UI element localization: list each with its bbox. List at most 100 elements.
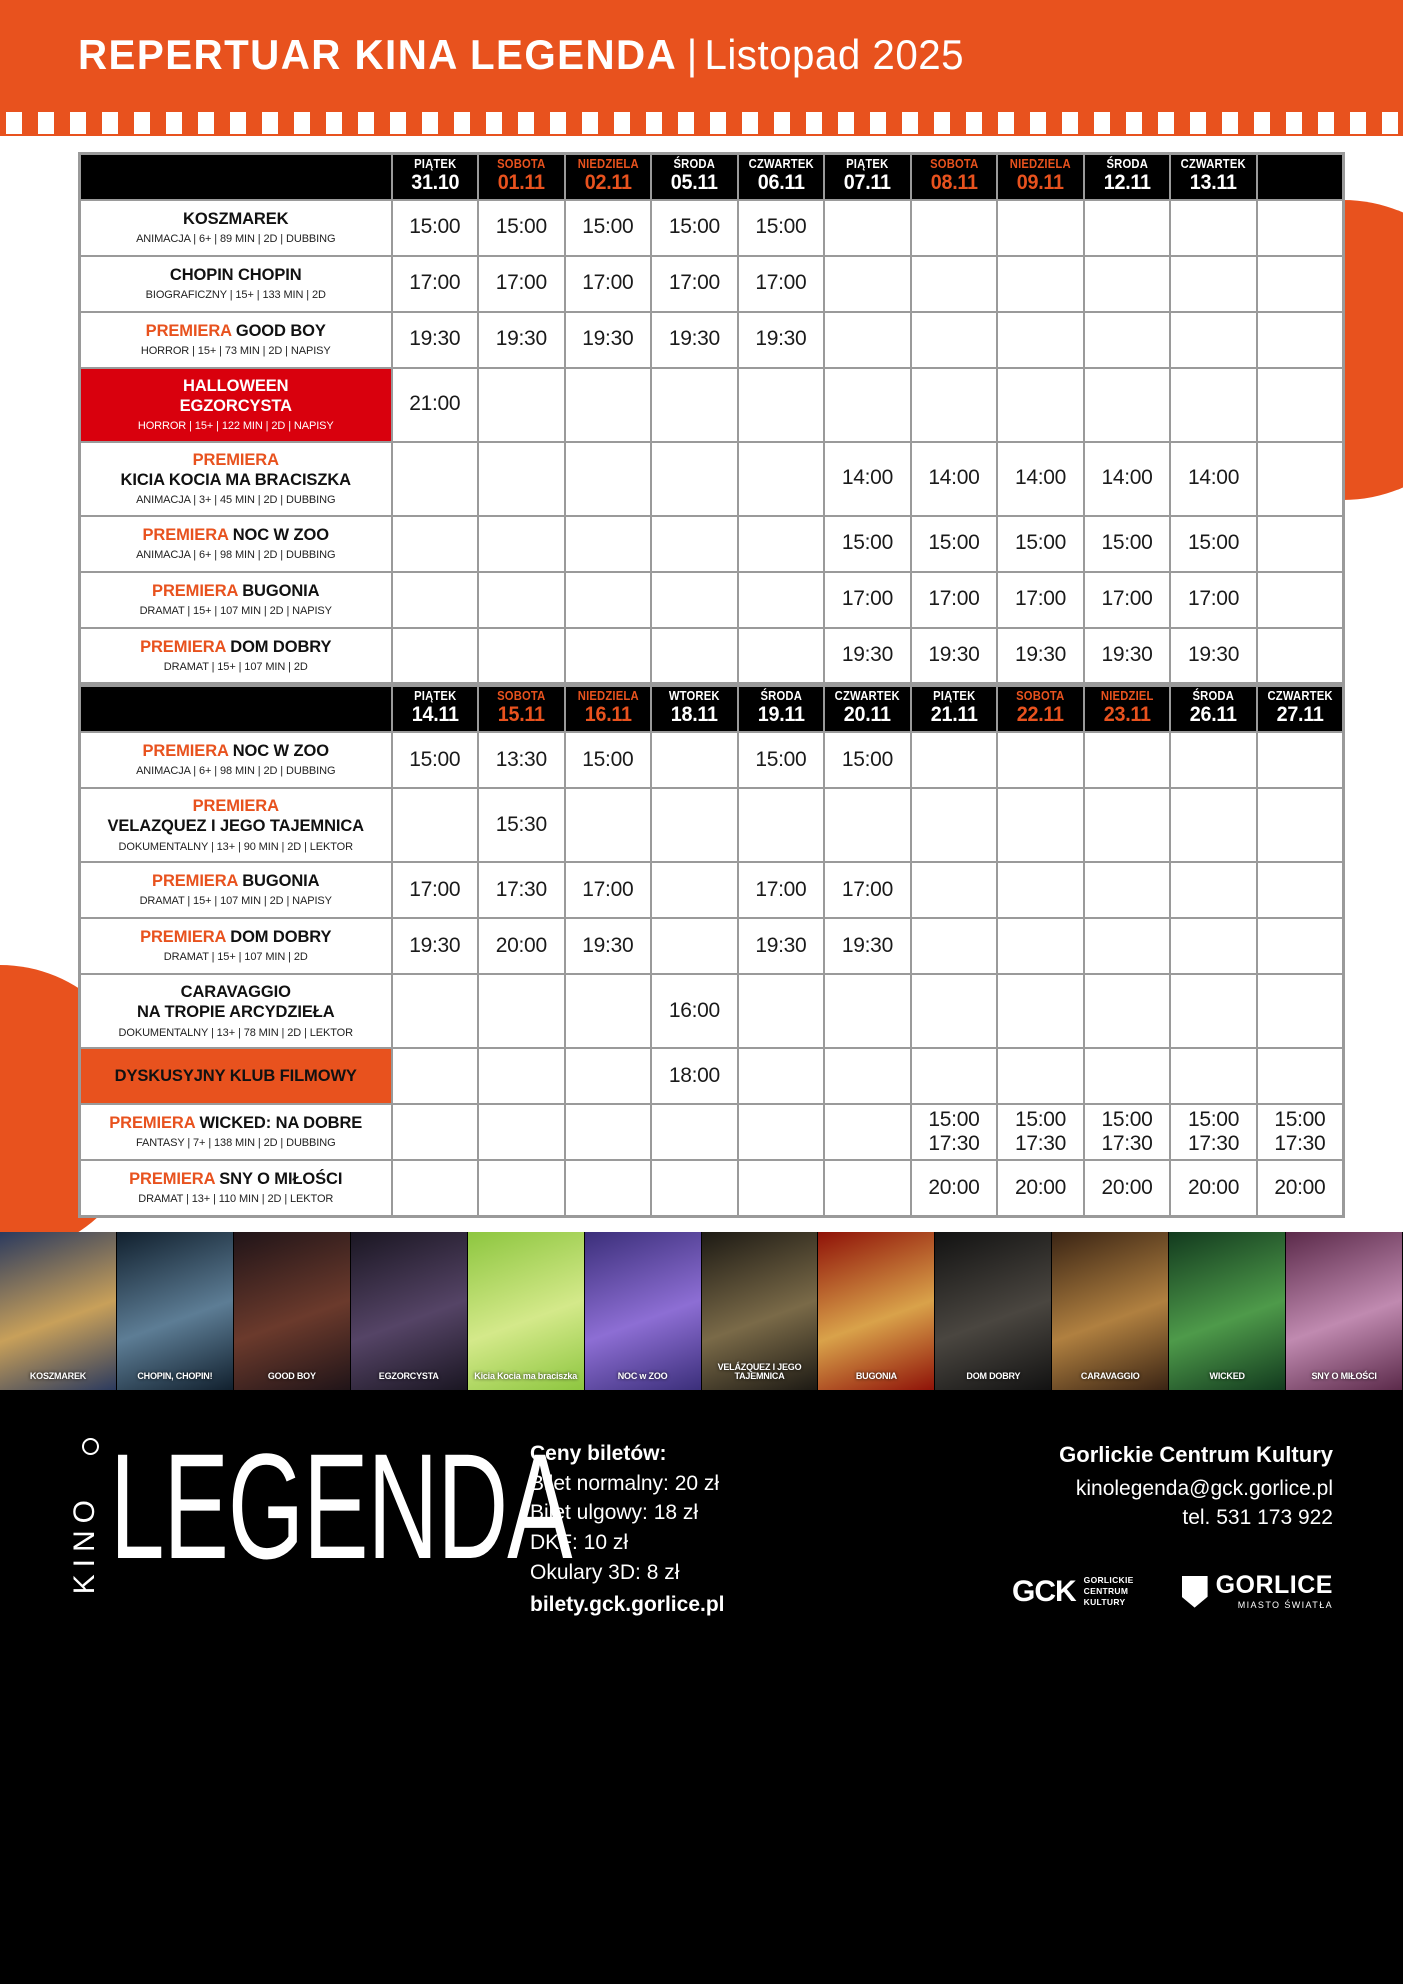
showtime-cell[interactable]: 19:30 [390,917,480,975]
showtime-cell[interactable]: 15:00 17:30 [909,1103,999,1161]
showtime-cell[interactable]: 15:00 [909,514,999,573]
gck-wordmark: GORLICKIE CENTRUM KULTURY [1084,1575,1134,1608]
contact-email[interactable]: kinolegenda@gck.gorlice.pl [1075,1476,1333,1500]
showtime-cell[interactable]: 19:30 [996,626,1085,685]
premiere-badge: PREMIERA [142,742,229,761]
showtime-cell[interactable]: 21:00 [390,366,480,443]
organization-name: Gorlickie Centrum Kultury [1059,1441,1333,1467]
showtime-cell[interactable]: 19:30 [477,310,566,369]
showtime-cell[interactable]: 15:00 [736,731,826,789]
showtime-cell[interactable]: 20:00 [996,1159,1085,1217]
showtime-cell[interactable]: 18:00 [650,1047,739,1105]
showtime-cell[interactable]: 19:30 [823,626,912,685]
showtime-cell[interactable]: 15:00 [650,198,739,257]
showtime-cell[interactable]: 19:30 [390,310,480,369]
showtime-cell[interactable]: 15:00 [1169,514,1258,573]
showtime-cell[interactable]: 15:00 [823,514,912,573]
showtime-cell[interactable]: 19:30 [650,310,739,369]
showtime-cell[interactable]: 15:00 17:30 [1255,1103,1345,1161]
showtime-cell [736,626,826,685]
showtime-cell[interactable]: 15:30 [477,787,566,863]
movie-title: PREMIERA VELAZQUEZ I JEGO TAJEMNICA [81,796,391,836]
date-header-cell: WTOREK 18.11 [650,685,739,733]
showtime-cell[interactable]: 19:30 [563,917,653,975]
showtime-cell[interactable]: 17:00 [823,570,912,629]
showtime: 14:00 [1014,466,1067,490]
showtime-cell[interactable]: 15:00 17:30 [996,1103,1085,1161]
showtime-cell [1169,366,1258,443]
tickets-url-link[interactable]: bilety.gck.gorlice.pl [530,1592,725,1616]
perforation-hole [1030,112,1046,134]
showtime-cell [1169,731,1258,789]
movie-title: PREMIERA SNY O MIŁOŚCI [81,1169,391,1189]
table-row: KOSZMAREK ANIMACJA | 6+ | 89 MIN | 2D | D… [78,198,1345,257]
date-header-cell: ŚRODA 12.11 [1082,152,1172,201]
showtime-cell [477,626,566,685]
showtime-cell[interactable]: 13:30 [477,731,566,789]
showtime-cell[interactable]: 14:00 [909,440,999,517]
showtime-cell [736,514,826,573]
movie-title-text: SNY O MIŁOŚCI [219,1170,343,1189]
showtime-cell[interactable]: 14:00 [996,440,1085,517]
showtime-cell[interactable]: 15:00 [1082,514,1172,573]
showtime-cell[interactable]: 17:00 [477,254,566,313]
showtime-cell[interactable]: 15:00 [996,514,1085,573]
showtime-cell[interactable]: 20:00 [1169,1159,1258,1217]
showtime-cell[interactable]: 17:00 [736,861,826,919]
showtime-cell[interactable]: 15:00 17:30 [1169,1103,1258,1161]
showtime: 13:30 [495,747,547,771]
showtime-cell[interactable]: 15:00 [477,198,566,257]
poster-title: VELÁZQUEZ I JEGO TAJEMNICA [717,1361,802,1382]
day-name: SOBOTA [929,156,979,171]
showtime-cell[interactable]: 17:00 [563,254,653,313]
showtime-cell[interactable]: 17:00 [390,254,480,313]
showtime-cell[interactable]: 17:00 [1169,570,1258,629]
showtime-cell[interactable]: 19:30 [1169,626,1258,685]
showtime-cell[interactable]: 17:00 [390,861,480,919]
header-month: Listopad 2025 [704,31,965,78]
movie-metadata: DOKUMENTALNY | 13+ | 90 MIN | 2D | LEKTO… [118,840,354,853]
showtime-cell [650,366,739,443]
showtime-cell[interactable]: 15:00 [563,198,653,257]
showtime-cell[interactable]: 19:30 [736,917,826,975]
showtime-cell[interactable]: 15:00 [736,198,826,257]
showtime-cell[interactable]: 19:30 [563,310,653,369]
showtime-cell[interactable]: 17:30 [477,861,566,919]
showtime-cell[interactable]: 15:00 [823,731,912,789]
showtime-cell[interactable]: 14:00 [1082,440,1172,517]
showtime-cell[interactable]: 15:00 [390,198,480,257]
showtime-cell[interactable]: 14:00 [823,440,912,517]
showtime-cell[interactable]: 19:30 [736,310,826,369]
poster-title: NOC w ZOO [617,1371,668,1382]
showtime-cell [1082,861,1172,919]
showtime-cell[interactable]: 17:00 [1082,570,1172,629]
showtime-cell[interactable]: 20:00 [1255,1159,1345,1217]
table-row: PREMIERA SNY O MIŁOŚCI DRAMAT | 13+ | 110… [78,1159,1345,1217]
showtime-cell [996,787,1085,863]
showtime-cell[interactable]: 17:00 [909,570,999,629]
showtime-cell[interactable]: 15:00 [390,731,480,789]
showtime-cell[interactable]: 17:00 [823,861,912,919]
showtime-cell[interactable]: 19:30 [1082,626,1172,685]
showtime-cell [1255,366,1345,443]
showtime-cell[interactable]: 17:00 [650,254,739,313]
showtime-cell[interactable]: 14:00 [1169,440,1258,517]
date-header-cell: SOBOTA 08.11 [909,152,999,201]
showtime: 17:30 [495,877,547,901]
schedule-area: PIĄTEK 31.10 SOBOTA 01.11 NIEDZIELA 02.11 ŚROD… [0,148,1403,1218]
showtime-cell[interactable]: 19:30 [823,917,912,975]
showtime-cell[interactable]: 20:00 [477,917,566,975]
day-name: CZWARTEK [834,689,901,704]
showtime-cell[interactable]: 15:00 17:30 [1082,1103,1172,1161]
showtime-cell[interactable]: 17:00 [563,861,653,919]
showtime-cell[interactable]: 20:00 [1082,1159,1172,1217]
movie-metadata: ANIMACJA | 6+ | 98 MIN | 2D | DUBBING [136,765,336,778]
movie-title: PREMIERA BUGONIA [81,581,391,601]
showtime-cell[interactable]: 16:00 [650,973,739,1049]
showtime-cell[interactable]: 19:30 [909,626,999,685]
showtime-cell[interactable]: 17:00 [996,570,1085,629]
showtime-cell[interactable]: 20:00 [909,1159,999,1217]
showtime-cell[interactable]: 15:00 [563,731,653,789]
showtime-cell [909,198,999,257]
showtime-cell[interactable]: 17:00 [736,254,826,313]
